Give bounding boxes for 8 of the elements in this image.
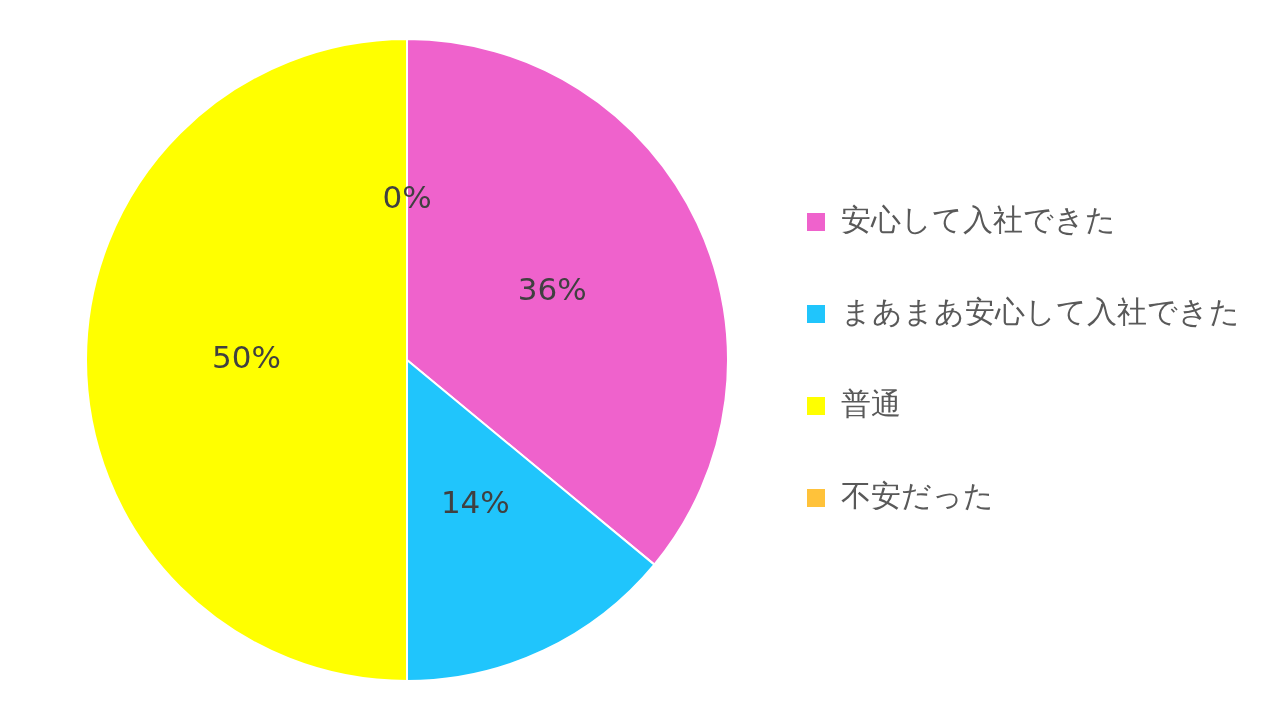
data-label: 36%	[517, 270, 587, 307]
data-label: 14%	[440, 484, 510, 521]
legend-label: 不安だった	[841, 477, 994, 513]
legend-label: まあまあ安心して入社できた	[841, 293, 1240, 329]
text: 0%	[382, 178, 432, 215]
legend-label: 安心して入社できた	[841, 201, 1116, 237]
legend-label: 普通	[841, 385, 901, 421]
data-label: 50%	[212, 339, 281, 376]
